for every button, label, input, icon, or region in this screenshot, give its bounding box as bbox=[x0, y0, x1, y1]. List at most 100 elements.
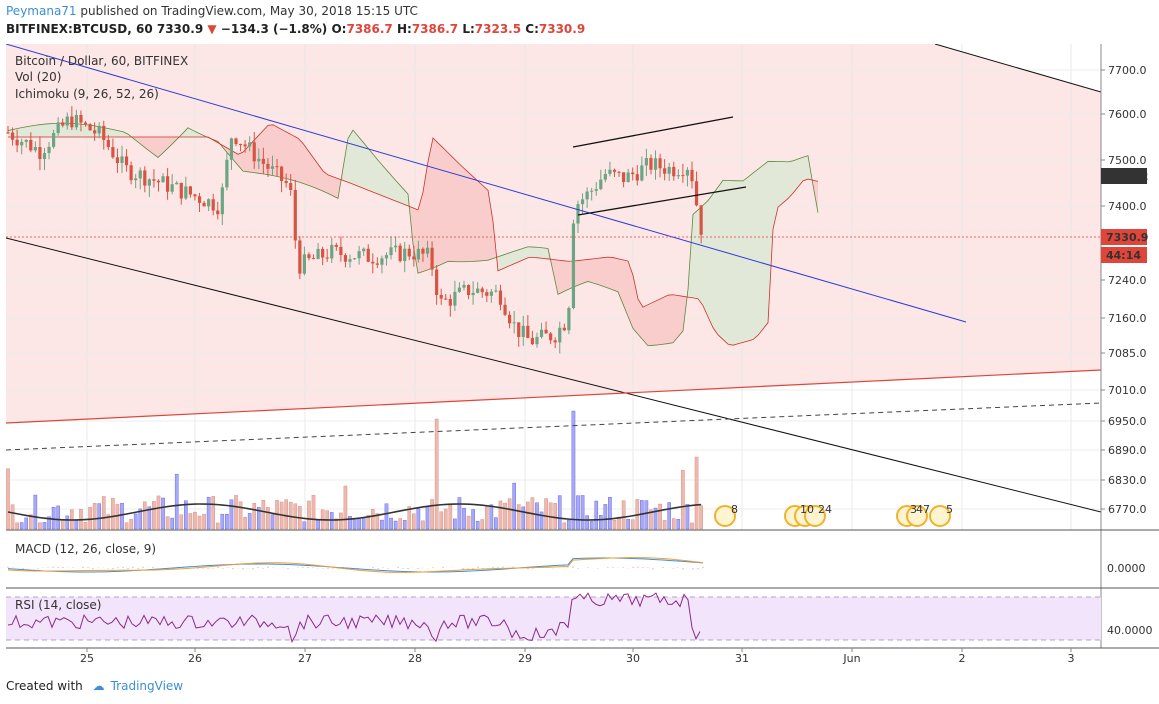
candle-body bbox=[435, 269, 439, 295]
red-support-line bbox=[6, 369, 1101, 424]
candle-body bbox=[334, 244, 338, 247]
cloud-segment bbox=[158, 137, 163, 158]
cloud-segment bbox=[803, 155, 808, 181]
volume-bar bbox=[694, 456, 699, 530]
cloud-segment bbox=[63, 123, 68, 137]
candle-body bbox=[685, 169, 690, 176]
ichimoku-legend[interactable]: Ichimoku (9, 26, 52, 26) bbox=[15, 87, 159, 101]
volume-bar bbox=[47, 516, 51, 530]
tradingview-link[interactable]: TradingView bbox=[110, 679, 184, 693]
price-marker-label: 7330.9 bbox=[1106, 231, 1148, 244]
cloud-segment bbox=[588, 258, 593, 283]
cloud-segment bbox=[83, 124, 88, 137]
volume-bar bbox=[361, 518, 366, 530]
macd-legend[interactable]: MACD (12, 26, close, 9) bbox=[15, 542, 156, 556]
macd-pane[interactable] bbox=[7, 557, 704, 573]
candle-body bbox=[603, 173, 607, 180]
volume-bar bbox=[466, 515, 471, 530]
us-flag-icon[interactable] bbox=[906, 505, 928, 527]
candle-body bbox=[608, 169, 612, 174]
volume-bar bbox=[485, 504, 489, 530]
cloud-segment bbox=[553, 259, 558, 295]
volume-bar bbox=[348, 516, 352, 530]
main-legend[interactable]: Bitcoin / Dollar, 60, BITFINEX bbox=[15, 54, 188, 68]
us-flag-icon[interactable] bbox=[714, 505, 736, 527]
blue-trend-line bbox=[6, 44, 967, 323]
event-badges[interactable]: 8 10 24 3 4 7 5 bbox=[714, 503, 953, 527]
candle-body bbox=[97, 125, 101, 134]
time-tick-label: 31 bbox=[735, 652, 749, 665]
cloud-segment bbox=[568, 261, 573, 290]
volume-bar bbox=[480, 519, 485, 530]
cloud-segment bbox=[748, 173, 753, 341]
cloud-segment bbox=[598, 257, 603, 287]
cloud-segment bbox=[393, 177, 398, 202]
candle-body bbox=[416, 248, 420, 260]
volume-bar bbox=[83, 521, 88, 530]
price-axis[interactable]: 7700.0 7600.0 7500.0 7400.0 7240.0 7160.0 7085… bbox=[1101, 64, 1147, 516]
volume-bar bbox=[129, 519, 133, 530]
high-value: 7386.7 bbox=[411, 22, 459, 36]
cloud-segment bbox=[423, 161, 428, 272]
candle-body bbox=[74, 114, 78, 128]
candle-body bbox=[102, 125, 106, 140]
candle-body bbox=[667, 166, 671, 174]
author-link[interactable]: Peymana71 bbox=[6, 4, 77, 18]
volume-bar bbox=[393, 520, 398, 530]
macd-signal-line bbox=[7, 557, 704, 573]
cloud-segment bbox=[503, 253, 508, 269]
candle-body bbox=[690, 169, 694, 182]
volume-bar bbox=[512, 482, 516, 530]
rsi-legend[interactable]: RSI (14, close) bbox=[15, 598, 101, 612]
cloud-segment bbox=[758, 165, 763, 336]
volume-bar bbox=[24, 517, 29, 530]
volume-bar bbox=[402, 520, 407, 530]
cloud-segment bbox=[733, 180, 738, 346]
candle-body bbox=[188, 186, 192, 195]
volume-bar bbox=[366, 515, 371, 530]
candle-body bbox=[193, 194, 197, 197]
candle-body bbox=[289, 183, 293, 191]
volume-bar bbox=[179, 514, 184, 530]
time-tick-label: 28 bbox=[408, 652, 422, 665]
cloud-segment bbox=[693, 209, 698, 299]
time-axis[interactable]: 25 26 27 28 29 30 31 Jun 2 3 bbox=[80, 648, 1075, 665]
candle-body bbox=[485, 292, 489, 296]
us-flag-icon[interactable] bbox=[929, 505, 951, 527]
cloud-segment bbox=[678, 295, 683, 337]
volume-bar bbox=[471, 509, 475, 530]
candle-body bbox=[280, 166, 284, 181]
cloud-segment bbox=[713, 187, 718, 335]
candle-body bbox=[15, 139, 19, 146]
us-flag-icon[interactable] bbox=[804, 505, 826, 527]
vol-legend[interactable]: Vol (20) bbox=[15, 70, 61, 84]
cloud-segment bbox=[308, 150, 313, 187]
volume-bar bbox=[174, 473, 179, 530]
volume-bar bbox=[398, 518, 402, 530]
symbol-name[interactable]: BITFINEX:BTCUSD, 60 bbox=[6, 22, 153, 36]
volume-bar bbox=[389, 517, 393, 530]
volume-bar bbox=[33, 494, 38, 530]
candle-body bbox=[471, 292, 475, 296]
publish-info: Peymana71 published on TradingView.com, … bbox=[6, 4, 418, 18]
volume-bars bbox=[6, 410, 703, 530]
volume-bar bbox=[576, 495, 580, 530]
symbol-info: BITFINEX:BTCUSD, 60 7330.9 ▼ −134.3 (−1.… bbox=[6, 22, 585, 36]
volume-bar bbox=[548, 502, 553, 530]
volume-bar bbox=[124, 522, 129, 530]
cloud-segment bbox=[463, 167, 468, 262]
volume-bar bbox=[15, 522, 19, 530]
cloud-segment bbox=[183, 127, 188, 137]
candle-body bbox=[553, 340, 557, 343]
tradingview-logo-icon[interactable]: ☁ bbox=[92, 679, 105, 693]
volume-bar bbox=[302, 521, 307, 530]
cloud-segment bbox=[523, 246, 528, 260]
cloud-segment bbox=[583, 259, 588, 284]
volume-bar bbox=[580, 495, 585, 530]
cloud-segment bbox=[483, 185, 488, 261]
volume-bar bbox=[439, 511, 444, 530]
senkou-span-a bbox=[7, 122, 819, 347]
candle-body bbox=[293, 190, 297, 241]
cloud-segment bbox=[278, 127, 283, 178]
